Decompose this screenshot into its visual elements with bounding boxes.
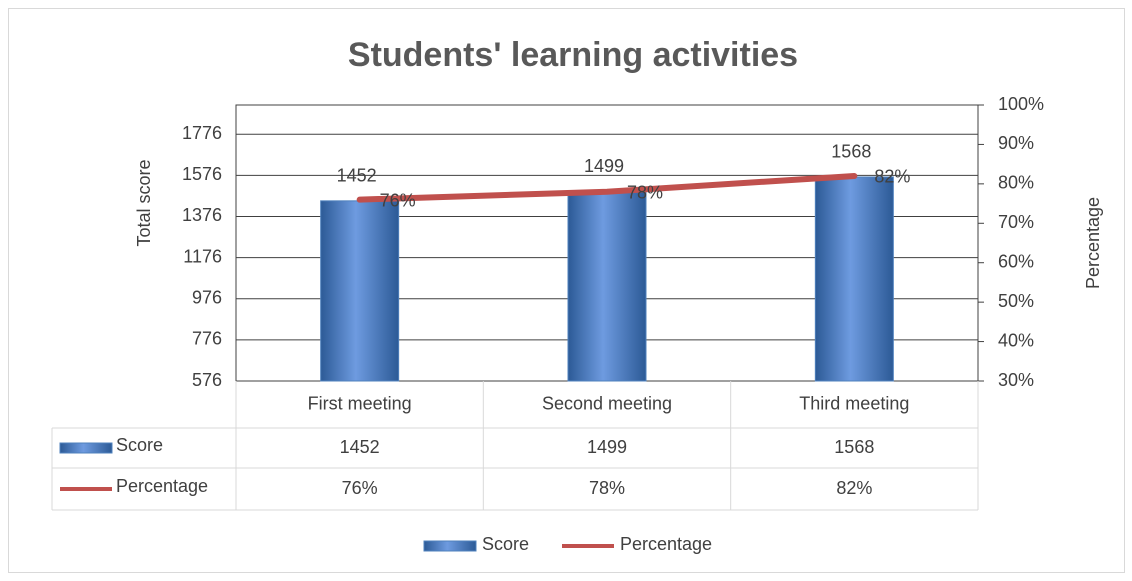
table-cell: 1499	[587, 437, 627, 457]
x-tick-label: Second meeting	[542, 393, 672, 413]
chart-title: Students' learning activities	[348, 36, 798, 74]
y-tick-label: 1776	[182, 123, 222, 143]
legend-label: Score	[482, 534, 529, 554]
y-axis-label: Total score	[134, 159, 154, 246]
legend-label: Percentage	[620, 534, 712, 554]
y2-tick-label: 60%	[998, 251, 1034, 271]
y-tick-label: 1176	[183, 246, 222, 266]
line	[356, 172, 858, 203]
chart-border	[8, 8, 1125, 573]
table-cell: 1452	[340, 437, 380, 457]
data-label: 1568	[831, 142, 871, 162]
table-series-name: Score	[116, 435, 163, 455]
y2-tick-label: 80%	[998, 173, 1034, 193]
y2-tick-label: 90%	[998, 133, 1034, 153]
y2-tick-label: 40%	[998, 330, 1034, 350]
bar	[567, 190, 647, 382]
y2-tick-label: 30%	[998, 370, 1034, 390]
table-cell: 76%	[342, 478, 378, 498]
data-label: 1499	[584, 156, 624, 176]
table-cell: 1568	[834, 437, 874, 457]
y-tick-label: 576	[192, 370, 222, 390]
y-tick-label: 776	[192, 329, 222, 349]
y-tick-label: 1376	[182, 205, 222, 225]
y2-tick-label: 70%	[998, 212, 1034, 232]
data-label: 1452	[337, 166, 377, 186]
y-tick-label: 1576	[182, 164, 222, 184]
data-label: 78%	[627, 182, 663, 202]
table-series-name: Percentage	[116, 476, 208, 496]
y2-tick-label: 100%	[998, 94, 1044, 114]
data-label: 82%	[874, 167, 910, 187]
y2-axis-label: Percentage	[1083, 197, 1103, 289]
bar	[320, 200, 400, 382]
legend-key	[423, 540, 477, 552]
x-tick-label: Third meeting	[799, 393, 909, 413]
legend-key	[59, 442, 113, 454]
y-tick-label: 976	[192, 287, 222, 307]
bar	[814, 176, 894, 382]
data-label: 76%	[380, 190, 416, 210]
y2-tick-label: 50%	[998, 291, 1034, 311]
table-cell: 78%	[589, 478, 625, 498]
table-cell: 82%	[836, 478, 872, 498]
x-tick-label: First meeting	[308, 393, 412, 413]
